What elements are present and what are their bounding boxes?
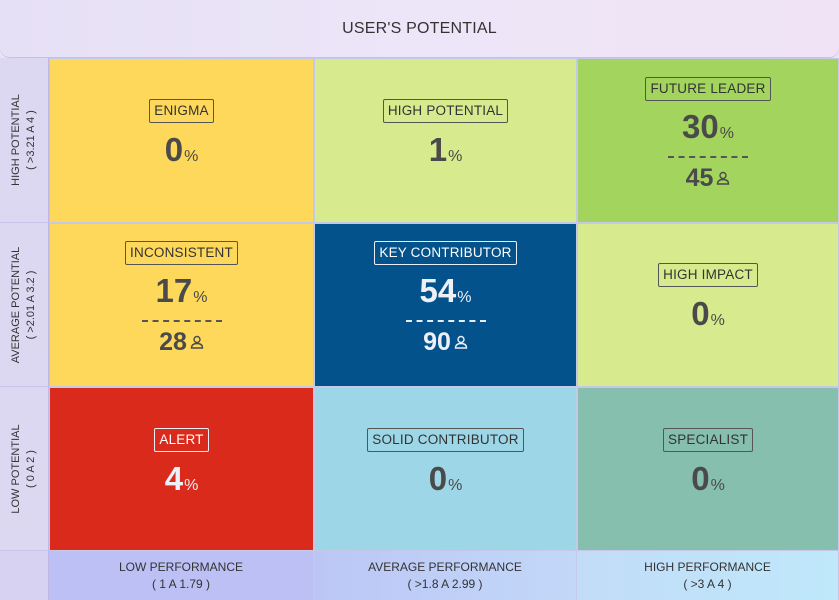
cell-name-badge: ALERT xyxy=(154,428,209,452)
col-label-high-performance: HIGH PERFORMANCE( >3 A 4 ) xyxy=(577,551,839,600)
cell-inconsistent[interactable]: INCONSISTENT 17% 28 xyxy=(49,223,314,387)
cell-name-badge: SPECIALIST xyxy=(662,428,754,452)
person-icon xyxy=(190,335,204,349)
cell-count: 28 xyxy=(159,328,204,356)
cell-future-leader[interactable]: FUTURE LEADER 30% 45 xyxy=(577,58,839,223)
divider xyxy=(668,156,748,158)
cell-name-badge: INCONSISTENT xyxy=(125,241,238,265)
cell-percent: 0% xyxy=(164,131,199,168)
row-label-low-potential: LOW POTENTIAL( 0 A 2 ) xyxy=(0,387,49,551)
person-icon xyxy=(454,335,468,349)
row-label-average-potential: AVERAGE POTENTIAL( >2.01 A 3.2 ) xyxy=(0,223,49,387)
cell-name-badge: HIGH IMPACT xyxy=(658,263,758,287)
col-label-average-performance: AVERAGE PERFORMANCE( >1.8 A 2.99 ) xyxy=(314,551,577,600)
cell-count: 45 xyxy=(686,164,731,192)
cell-name-badge: ENIGMA xyxy=(149,99,214,123)
divider xyxy=(141,320,222,322)
cell-percent: 0% xyxy=(691,460,725,497)
cell-percent: 0% xyxy=(691,295,725,332)
axis-corner xyxy=(0,551,49,600)
cell-percent: 17% xyxy=(155,272,208,309)
cell-name-badge: SOLID CONTRIBUTOR xyxy=(367,428,524,452)
cell-alert[interactable]: ALERT 4% xyxy=(49,387,314,551)
cell-percent: 0% xyxy=(428,460,463,497)
cell-percent: 4% xyxy=(164,460,199,497)
cell-specialist[interactable]: SPECIALIST 0% xyxy=(577,387,839,551)
cell-percent: 54% xyxy=(419,272,472,309)
col-label-low-performance: LOW PERFORMANCE( 1 A 1.79 ) xyxy=(49,551,314,600)
row-label-high-potential: HIGH POTENTIAL( >3.21 A 4 ) xyxy=(0,58,49,223)
cell-percent: 1% xyxy=(428,131,463,168)
cell-high-potential[interactable]: HIGH POTENTIAL 1% xyxy=(314,58,577,223)
page-title: USER'S POTENTIAL xyxy=(0,0,839,57)
cell-name-badge: HIGH POTENTIAL xyxy=(382,99,509,123)
cell-key-contributor[interactable]: KEY CONTRIBUTOR 54% 90 xyxy=(314,223,577,387)
cell-high-impact[interactable]: HIGH IMPACT 0% xyxy=(577,223,839,387)
cell-enigma[interactable]: ENIGMA 0% xyxy=(49,58,314,223)
cell-count: 90 xyxy=(423,328,468,356)
cell-solid-contributor[interactable]: SOLID CONTRIBUTOR 0% xyxy=(314,387,577,551)
cell-name-badge: FUTURE LEADER xyxy=(645,77,771,101)
cell-percent: 30% xyxy=(682,108,734,145)
divider xyxy=(405,320,486,322)
cell-name-badge: KEY CONTRIBUTOR xyxy=(374,241,517,265)
person-icon xyxy=(717,171,730,185)
